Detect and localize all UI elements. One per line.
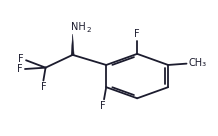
Text: 2: 2	[86, 27, 91, 33]
Text: F: F	[41, 82, 46, 92]
Text: F: F	[17, 64, 22, 74]
Text: CH₃: CH₃	[189, 58, 207, 68]
Text: F: F	[100, 101, 106, 111]
Text: NH: NH	[71, 22, 85, 32]
Text: F: F	[134, 30, 140, 39]
Polygon shape	[71, 34, 74, 55]
Text: F: F	[18, 54, 24, 64]
